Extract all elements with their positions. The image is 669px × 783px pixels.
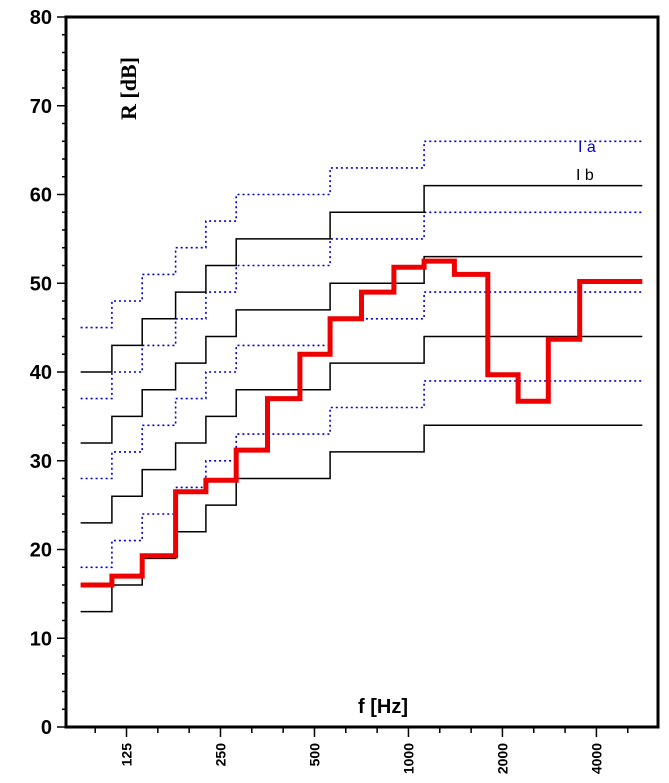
series-line [80, 380, 643, 569]
x-axis: 125 250 500 1000 2000 4000 [94, 727, 629, 774]
x-tick-label: 500 [306, 743, 322, 767]
legend-label: I a [578, 139, 596, 156]
x-tick-label: 1000 [400, 743, 416, 774]
plot-frame [64, 15, 660, 729]
series-line [80, 184, 643, 373]
series-line [80, 424, 643, 613]
y-axis-title: R [dB] [116, 57, 141, 120]
series-line [80, 211, 643, 400]
y-tick-label: 80 [30, 7, 52, 29]
y-tick-label: 60 [30, 185, 52, 207]
y-tick-label: 50 [30, 273, 52, 295]
legend-label: I b [576, 167, 594, 184]
x-tick-label: 4000 [588, 743, 604, 774]
x-axis-title: f [Hz] [358, 696, 408, 718]
series-line [80, 140, 643, 329]
legend: I a I b [576, 139, 596, 184]
y-tick-label: 20 [30, 540, 52, 562]
y-tick-label: 40 [30, 362, 52, 384]
y-tick-label: 0 [41, 717, 52, 739]
x-tick-label: 2000 [494, 743, 510, 774]
y-tick-label: 10 [30, 628, 52, 650]
x-tick-label: 250 [212, 743, 228, 767]
y-tick-label: 30 [30, 451, 52, 473]
series-line [80, 258, 643, 588]
x-tick-label: 125 [119, 743, 135, 767]
y-tick-label: 70 [30, 96, 52, 118]
series-line [80, 255, 643, 444]
plot-lines [80, 140, 643, 613]
y-axis: 0 10 20 30 40 50 60 70 80 [30, 7, 66, 739]
series-line [80, 291, 643, 480]
series-line [80, 335, 643, 524]
